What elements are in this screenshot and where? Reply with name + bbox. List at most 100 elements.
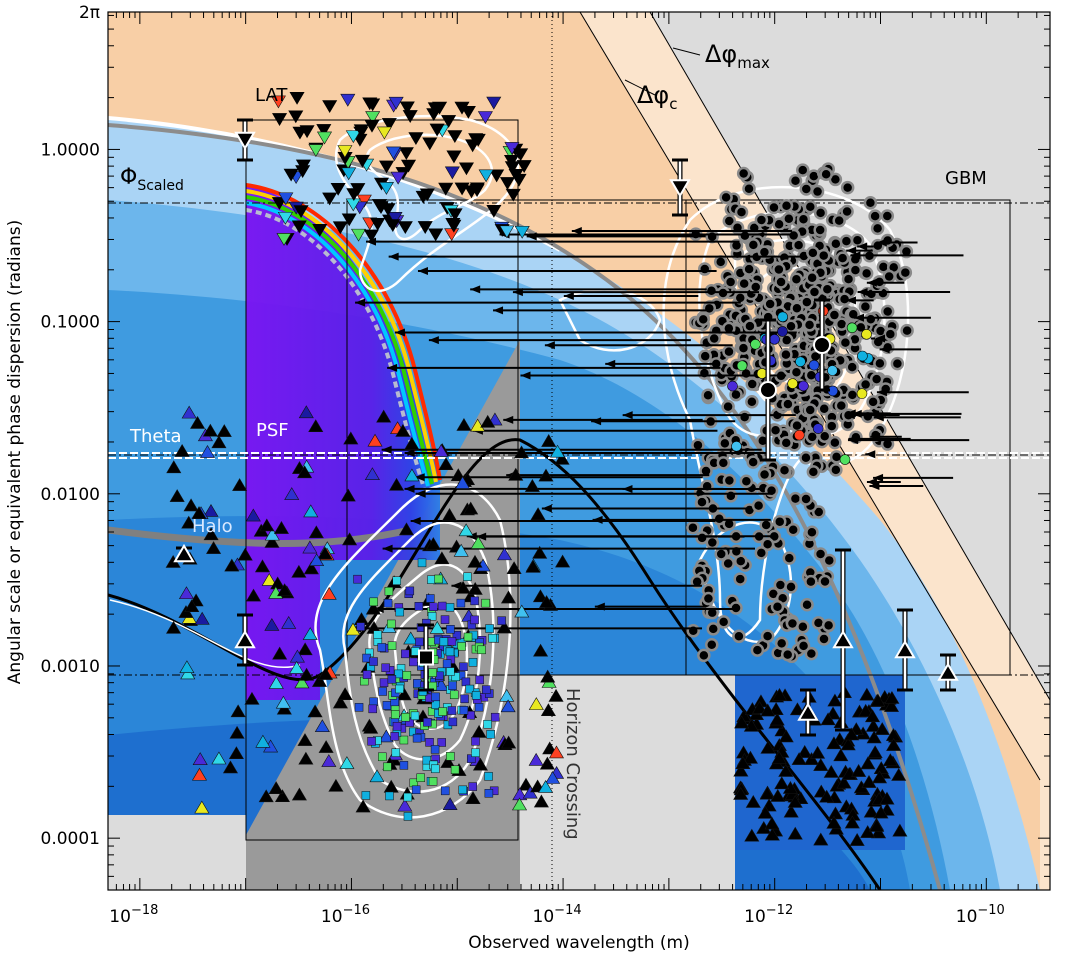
dphi-c-subscript: c <box>669 95 677 113</box>
data-point-triangle-down <box>332 221 348 235</box>
arrow-head <box>414 473 425 482</box>
data-point-triangle-up <box>378 729 394 743</box>
data-point-square <box>413 679 422 688</box>
data-point-triangle-up <box>181 515 197 529</box>
white-thin-curve <box>109 599 301 669</box>
data-point-circle <box>686 624 700 638</box>
data-point-square <box>439 637 449 646</box>
data-point-square <box>392 576 402 585</box>
data-point-triangle-down <box>316 131 333 145</box>
data-point-colored-circle <box>731 441 742 452</box>
data-point-triangle-up <box>268 781 284 794</box>
data-point-triangle-up <box>539 595 555 608</box>
data-point-circle <box>848 263 863 277</box>
data-point-square <box>481 685 491 694</box>
x-tick-label: 10−18 <box>109 903 158 927</box>
data-point-triangle-up <box>342 532 358 546</box>
data-point-square <box>451 672 461 682</box>
data-point-triangle-down <box>387 212 403 225</box>
data-point-triangle-up <box>500 590 517 604</box>
data-point-triangle-down <box>276 233 292 246</box>
data-point-triangle-down <box>293 205 309 219</box>
data-point-triangle-up <box>258 789 274 803</box>
data-point-triangle-down <box>429 123 445 137</box>
data-point-square <box>445 647 455 657</box>
data-point-triangle-down <box>316 124 332 137</box>
data-point-square <box>377 643 386 652</box>
data-point-triangle-down <box>417 221 433 234</box>
data-point-triangle-up <box>528 697 544 710</box>
arrow-head <box>470 285 481 294</box>
data-point-square <box>450 765 460 774</box>
data-point-triangle-down <box>513 148 529 162</box>
data-point-circle <box>804 646 819 661</box>
data-point-circle <box>803 403 817 417</box>
data-point-square <box>391 748 401 757</box>
data-point-triangle-up <box>542 741 558 755</box>
data-point-triangle-up <box>514 445 530 459</box>
data-point-triangle-up <box>297 465 313 479</box>
data-point-circle <box>858 299 873 314</box>
data-point-colored-circle <box>777 326 788 337</box>
data-point-square <box>411 785 421 795</box>
data-point-circle <box>813 547 828 561</box>
data-point-square <box>405 586 415 596</box>
data-point-circle <box>822 553 837 568</box>
data-point-triangle-up <box>318 740 334 753</box>
mean-triangle-down <box>234 131 256 151</box>
mean-triangle-up <box>173 543 195 563</box>
data-point-triangle-up <box>778 729 794 743</box>
data-point-square <box>369 597 379 607</box>
data-point-triangle-down <box>478 169 494 183</box>
data-point-triangle-up <box>203 527 219 541</box>
data-point-triangle-up <box>425 537 441 550</box>
data-point-square <box>373 630 382 639</box>
data-point-triangle-up <box>192 752 208 765</box>
data-point-triangle-up <box>166 460 182 474</box>
data-point-triangle-up <box>797 745 813 758</box>
data-point-square <box>427 612 437 621</box>
data-point-circle <box>699 464 713 478</box>
data-point-triangle-up <box>307 704 323 718</box>
data-point-triangle-down <box>362 97 378 111</box>
data-point-triangle-up <box>259 518 275 532</box>
plot-frame <box>107 11 1051 891</box>
data-point-circle <box>868 209 882 223</box>
data-point-triangle-up <box>813 758 829 771</box>
y-tick-label: 1.0000 <box>41 140 100 160</box>
data-point-triangle-up <box>540 669 556 683</box>
arrow-head <box>503 415 514 424</box>
data-point-square <box>422 755 432 765</box>
data-point-circle <box>810 184 825 199</box>
data-point-circle <box>816 248 831 263</box>
data-point-square <box>488 633 497 643</box>
data-point-square <box>429 602 438 611</box>
data-point-circle <box>839 234 854 248</box>
data-point-square <box>415 637 424 647</box>
data-point-square <box>427 575 436 584</box>
data-point-square <box>468 658 478 667</box>
y-tick-label: 0.0001 <box>41 829 100 849</box>
data-point-square <box>470 596 479 606</box>
phi-scaled-symbol: Φ <box>120 165 137 190</box>
dphi-c-label: Δφc <box>637 81 678 113</box>
data-point-circle <box>705 638 719 652</box>
data-point-triangle-up <box>886 738 902 751</box>
data-point-circle <box>795 163 810 177</box>
data-point-triangle-up <box>760 740 776 754</box>
data-point-triangle-up <box>774 776 790 790</box>
data-point-circle <box>838 335 853 350</box>
arrow-head <box>563 291 574 300</box>
data-point-triangle-up <box>545 771 561 784</box>
data-point-triangle-down <box>447 130 463 144</box>
y-axis-label: Angular scale or equivalent phase disper… <box>5 220 25 684</box>
arrow-head <box>394 328 405 337</box>
data-point-square <box>403 792 413 802</box>
data-point-circle <box>779 199 794 213</box>
data-point-circle <box>819 167 833 181</box>
arrow-head <box>404 484 415 493</box>
data-point-square <box>414 602 424 611</box>
arrow-head <box>571 227 582 236</box>
data-point-circle <box>899 244 914 259</box>
